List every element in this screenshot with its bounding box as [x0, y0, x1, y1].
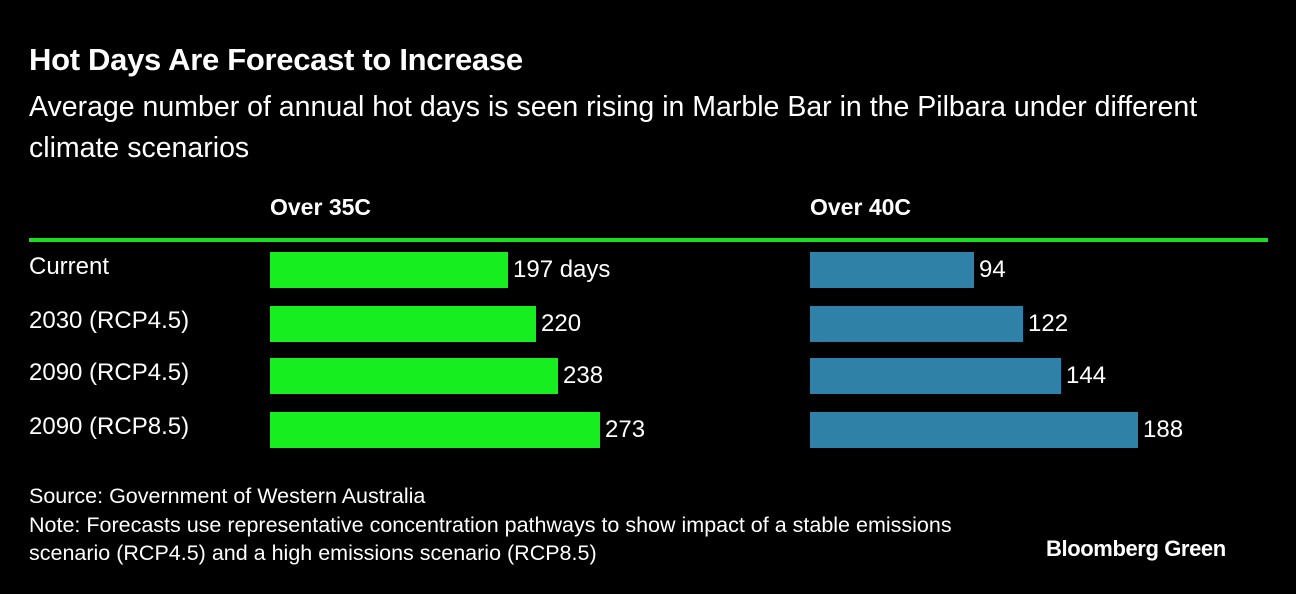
brand-logo: Bloomberg Green — [1046, 536, 1226, 561]
category-label: 2090 (RCP8.5) — [29, 413, 190, 440]
bar-40c — [810, 252, 974, 288]
data-label: 197 days — [513, 256, 611, 283]
bar-35c — [270, 358, 558, 394]
bar-35c — [270, 412, 600, 448]
data-label: 122 — [1028, 310, 1069, 337]
data-label: 238 — [563, 362, 604, 389]
bar-40c — [810, 412, 1138, 448]
data-label: 220 — [541, 310, 582, 337]
bar-35c — [270, 252, 508, 288]
data-label: 273 — [605, 416, 646, 443]
chart-title: Hot Days Are Forecast to Increase — [29, 42, 523, 77]
panel-header-35c: Over 35C — [270, 194, 372, 220]
data-label: 188 — [1143, 416, 1184, 443]
bar-40c — [810, 306, 1023, 342]
category-label: Current — [29, 253, 110, 280]
data-label: 144 — [1066, 362, 1107, 389]
footnote: Note: Forecasts use representative conce… — [29, 513, 952, 565]
bar-40c — [810, 358, 1061, 394]
source-note: Source: Government of Western Australia — [29, 484, 426, 508]
data-label: 94 — [979, 256, 1006, 283]
header-rule — [29, 238, 1268, 242]
category-label: 2090 (RCP4.5) — [29, 359, 190, 386]
panel-header-40c: Over 40C — [810, 194, 912, 220]
bar-35c — [270, 306, 536, 342]
chart-subtitle: Average number of annual hot days is see… — [29, 91, 1198, 164]
category-label: 2030 (RCP4.5) — [29, 307, 190, 334]
